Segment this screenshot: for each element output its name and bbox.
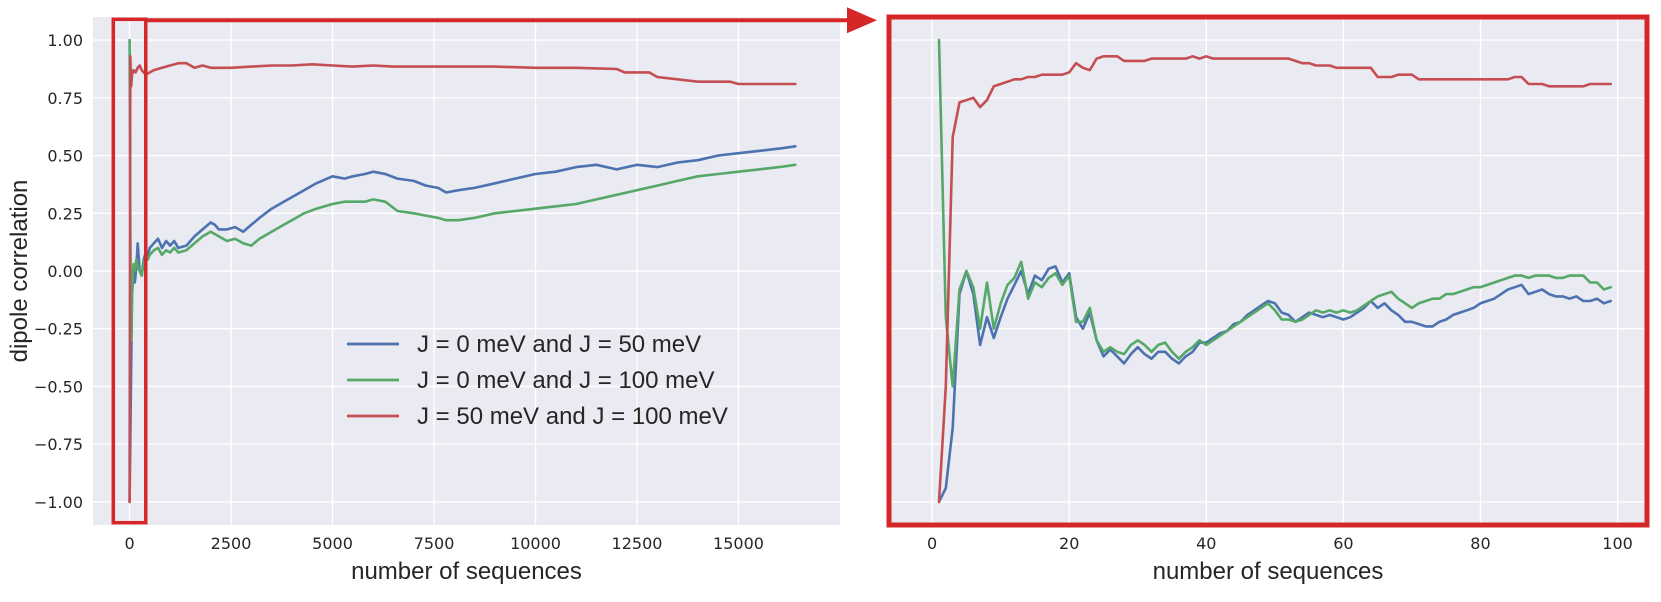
x-tick-label: 80 [1470,534,1490,553]
x-tick-label: 40 [1196,534,1216,553]
x-tick-label: 0 [124,534,134,553]
y-tick-label: −0.75 [34,435,83,454]
series-group [937,38,1612,504]
zoom-region-box [111,17,148,525]
y-tick-label: 0.50 [47,147,83,166]
y-tick-label: −0.50 [34,377,83,396]
left-panel: 0 2500 5000 7500 10000 12500 15000 1.00 0.75 0.50… [6,17,840,585]
zoom-panel-border [886,14,1650,528]
y-tick-label: 1.00 [47,31,83,50]
legend-label: J = 50 meV and J = 100 meV [417,403,728,430]
x-tick-label: 20 [1059,534,1079,553]
right-panel: 0 20 40 60 80 100 number of sequences [891,17,1645,585]
series-line-green [937,38,1612,388]
y-tick-label: −0.25 [34,320,83,339]
x-tick-label: 0 [927,534,937,553]
x-tick-label: 2500 [211,534,252,553]
x-tick-label: 10000 [510,534,561,553]
x-axis-label: number of sequences [351,558,582,585]
x-axis-label: number of sequences [1153,558,1384,585]
x-tick-label: 15000 [713,534,764,553]
zoom-arrow-head [847,7,877,34]
x-tick-label: 100 [1602,534,1633,553]
legend-label: J = 0 meV and J = 50 meV [417,331,701,358]
series-line-blue [937,265,1612,504]
legend-label: J = 0 meV and J = 100 meV [417,367,715,394]
grid [891,17,1645,525]
x-tick-label: 60 [1333,534,1353,553]
zoom-overlay [111,7,1650,528]
legend: J = 0 meV and J = 50 meV J = 0 meV and J … [347,331,728,430]
x-tick-label: 7500 [414,534,455,553]
series-line-red [937,54,1612,504]
y-tick-label: 0.75 [47,89,83,108]
y-tick-label: 0.00 [47,262,83,281]
y-axis-label: dipole correlation [6,180,33,363]
series-line-red [128,54,797,504]
y-tick-label: −1.00 [34,493,83,512]
x-tick-label: 5000 [312,534,353,553]
x-tick-label: 12500 [612,534,663,553]
y-tick-label: 0.25 [47,204,83,223]
